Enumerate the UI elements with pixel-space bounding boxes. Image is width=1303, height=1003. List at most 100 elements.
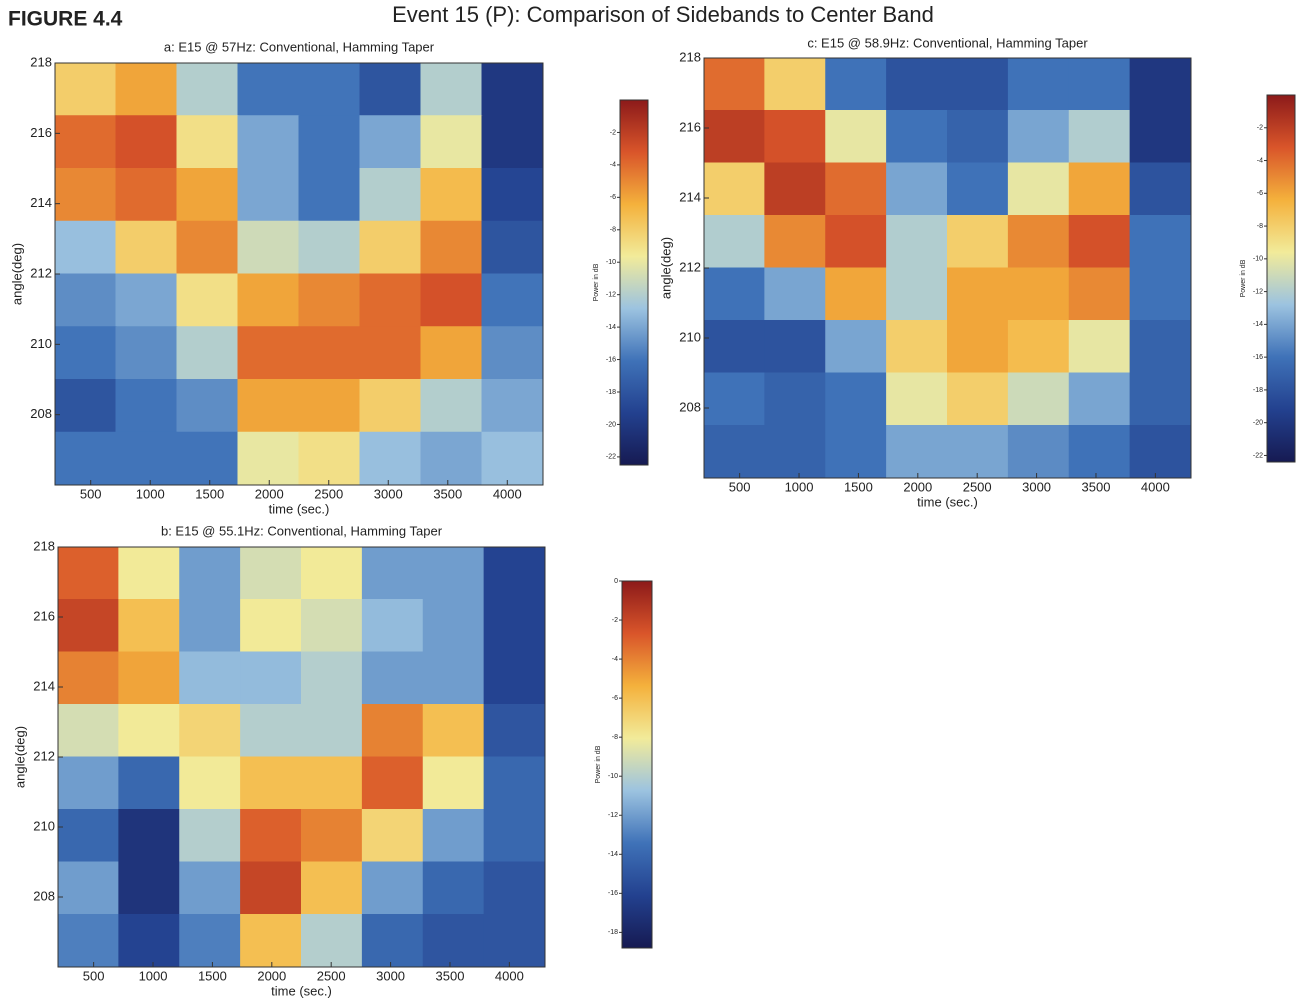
heatmap-cell — [1068, 267, 1131, 321]
heatmap-cell — [420, 220, 483, 275]
heatmap-cell — [704, 320, 766, 374]
heatmap-cell — [240, 809, 302, 863]
heatmap-cell — [359, 168, 422, 222]
y-tick-label: 208 — [33, 888, 55, 903]
heatmap-cell — [764, 162, 827, 216]
x-tick-label: 2000 — [257, 968, 286, 983]
heatmap-cell — [422, 704, 485, 758]
heatmap-cell — [704, 425, 766, 478]
heatmap-cell — [1007, 110, 1070, 164]
heatmap-cell — [298, 326, 361, 380]
colorbar-tick-label: -10 — [1253, 256, 1263, 263]
heatmap-cell — [55, 220, 117, 275]
colorbar-tick-label: -14 — [1253, 321, 1263, 328]
heatmap-cell — [301, 547, 363, 600]
heatmap-cell — [1068, 58, 1131, 111]
heatmap-cell — [886, 425, 948, 478]
heatmap-cell — [179, 651, 242, 705]
y-tick-label: 214 — [679, 189, 701, 204]
heatmap-cell — [483, 704, 545, 758]
x-tick-label: 3500 — [436, 968, 465, 983]
heatmap-cell — [825, 162, 888, 216]
colorbar-tick-label: -2 — [612, 617, 618, 624]
x-tick-label: 2000 — [255, 486, 284, 501]
heatmap-cell — [422, 599, 485, 653]
heatmap-cell — [115, 326, 178, 380]
heatmap-cell — [359, 326, 422, 380]
heatmap-cell — [704, 58, 766, 111]
heatmap-cell — [118, 651, 181, 705]
y-tick-label: 210 — [30, 336, 52, 351]
heatmap-cell — [176, 326, 239, 380]
heatmap-cell — [115, 115, 178, 169]
heatmap-cell — [361, 861, 424, 915]
heatmap-cell — [176, 220, 239, 275]
heatmap-cell — [298, 115, 361, 169]
heatmap-cell — [481, 326, 543, 380]
heatmap-cell — [483, 547, 545, 600]
heatmap-cell — [483, 914, 545, 967]
x-tick-label: 3500 — [433, 486, 462, 501]
heatmap-cell — [420, 326, 483, 380]
heatmap-cell — [1007, 162, 1070, 216]
heatmap-cell — [237, 168, 300, 222]
heatmap-cell — [420, 168, 483, 222]
heatmap-cell — [764, 372, 827, 426]
x-tick-label: 500 — [83, 968, 105, 983]
heatmap-cell — [240, 599, 302, 653]
colorbar-tick-label: -10 — [606, 259, 616, 266]
heatmap-cell — [1068, 215, 1131, 269]
heatmap-cell — [422, 547, 485, 600]
heatmap-cell — [361, 651, 424, 705]
heatmap-cell — [361, 809, 424, 863]
colorbar-tick-label: -2 — [610, 129, 616, 136]
heatmap-cell — [947, 320, 1009, 374]
x-tick-label: 1000 — [785, 479, 814, 494]
heatmap-cell — [298, 379, 361, 433]
heatmap-cell — [55, 273, 117, 328]
heatmap-cell — [301, 651, 363, 705]
x-tick-label: 500 — [729, 479, 751, 494]
heatmap-cell — [118, 914, 181, 967]
heatmap-cell — [118, 861, 181, 915]
colorbar-tick-label: -4 — [612, 656, 618, 663]
heatmap-cell — [1007, 425, 1070, 478]
heatmap-cell — [301, 704, 363, 758]
heatmap-cell — [481, 220, 543, 275]
heatmap-cell — [1129, 162, 1191, 216]
heatmap-cell — [422, 756, 485, 810]
heatmap-cell — [704, 162, 766, 216]
colorbar-tick-label: 0 — [614, 578, 618, 585]
heatmap-cell — [1007, 267, 1070, 321]
heatmap-cell — [1068, 162, 1131, 216]
y-tick-label: 216 — [33, 608, 55, 623]
heatmap-cell — [481, 115, 543, 169]
heatmap-cell — [481, 63, 543, 117]
colorbar-tick-label: -14 — [606, 324, 616, 331]
x-tick-label: 3000 — [1022, 479, 1051, 494]
heatmap-cell — [422, 861, 485, 915]
colorbar-tick-label: -14 — [608, 851, 618, 858]
heatmap-cell — [420, 273, 483, 328]
heatmap-cell — [176, 273, 239, 328]
heatmap-cell — [298, 220, 361, 275]
heatmap-cell — [704, 110, 766, 164]
heatmap-cell — [1068, 372, 1131, 426]
heatmap-cell — [176, 115, 239, 169]
colorbar-tick-label: -20 — [606, 421, 616, 428]
heatmap-cell — [301, 756, 363, 810]
colorbar-tick-label: -18 — [608, 929, 618, 936]
heatmap-cell — [1129, 110, 1191, 164]
panel-title: c: E15 @ 58.9Hz: Conventional, Hamming T… — [807, 35, 1088, 50]
heatmap-cell — [115, 63, 178, 117]
heatmap-cell — [1007, 320, 1070, 374]
heatmap-cell — [237, 431, 300, 485]
heatmap-cell — [298, 431, 361, 485]
heatmap-cell — [825, 58, 888, 111]
heatmap-cell — [947, 372, 1009, 426]
colorbar-tick-label: -2 — [1257, 125, 1263, 132]
colorbar-tick-label: -10 — [608, 773, 618, 780]
heatmap-cell — [240, 704, 302, 758]
x-axis-label: time (sec.) — [271, 983, 332, 998]
